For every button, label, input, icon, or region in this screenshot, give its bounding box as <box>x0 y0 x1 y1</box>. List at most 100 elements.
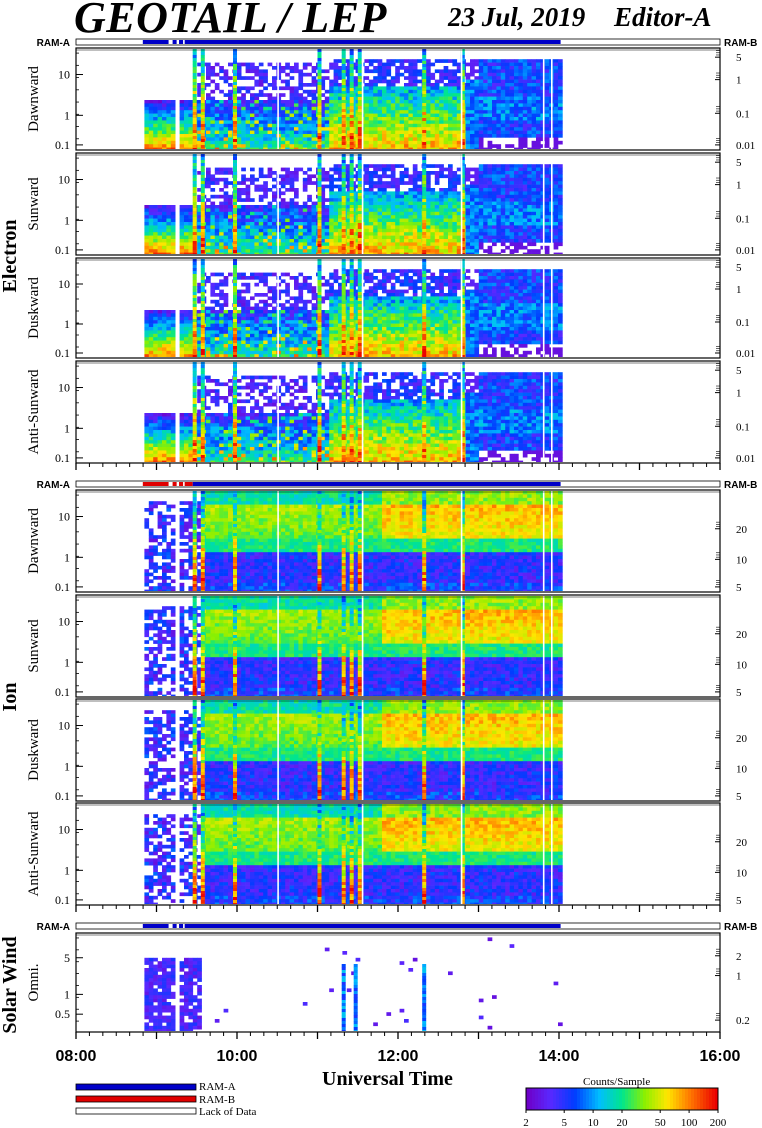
colorbar-cell <box>706 1088 710 1110</box>
right-tick-label: 5 <box>736 262 742 274</box>
colorbar-cell <box>556 1088 560 1110</box>
x-tick-label: 12:00 <box>378 1048 419 1065</box>
colorbar-cell <box>679 1088 683 1110</box>
right-tick-label: 0.1 <box>736 213 750 225</box>
colorbar-cell <box>703 1088 707 1110</box>
left-tick-label: 0.5 <box>55 1007 70 1021</box>
heatmap-2 <box>144 259 563 357</box>
right-tick-label: 1 <box>736 75 742 87</box>
colorbar-cell <box>568 1088 572 1110</box>
group-label: Ion <box>0 683 21 712</box>
heatmap-0 <box>144 49 563 149</box>
left-tick-label: 1 <box>64 863 70 877</box>
left-tick-label: 1 <box>64 550 70 564</box>
right-tick-label: 20 <box>736 524 748 536</box>
right-tick-label: 10 <box>736 867 748 879</box>
colorbar-tick-label: 5 <box>561 1117 567 1128</box>
left-tick-label: 0.1 <box>55 346 70 360</box>
left-tick-label: 0.1 <box>55 789 70 803</box>
colorbar-cell <box>655 1088 659 1110</box>
colorbar-cell <box>649 1088 653 1110</box>
left-tick-label: 10 <box>58 615 70 629</box>
right-tick-label: 10 <box>736 554 748 566</box>
colorbar-cell <box>670 1088 674 1110</box>
colorbar-cell <box>580 1088 584 1110</box>
colorbar-cell <box>715 1088 719 1110</box>
colorbar-tick-label: 20 <box>617 1117 629 1128</box>
heatmap-8 <box>144 937 563 1031</box>
ram-segment <box>172 40 177 44</box>
left-tick-label: 10 <box>58 719 70 733</box>
left-tick-label: 5 <box>64 951 70 965</box>
colorbar-cell <box>583 1088 587 1110</box>
colorbar-cell <box>595 1088 599 1110</box>
right-tick-label: 5 <box>736 895 742 907</box>
colorbar-cell <box>628 1088 632 1110</box>
left-tick-label: 0.1 <box>55 451 70 465</box>
right-tick-label: 0.1 <box>736 108 750 120</box>
heatmap-7 <box>144 804 563 904</box>
right-tick-label: 10 <box>736 763 748 775</box>
right-tick-label: 20 <box>736 837 748 849</box>
colorbar-cell <box>553 1088 557 1110</box>
x-tick-label: 08:00 <box>56 1048 97 1065</box>
ram-a-label: RAM-A <box>37 480 70 491</box>
colorbar-cell <box>631 1088 635 1110</box>
colorbar-cell <box>634 1088 638 1110</box>
right-tick-label: 5 <box>736 791 742 803</box>
right-tick-label: 5 <box>736 52 742 64</box>
colorbar-cell <box>664 1088 668 1110</box>
left-tick-label: 0.1 <box>55 685 70 699</box>
left-tick-label: 10 <box>58 381 70 395</box>
colorbar-cell <box>637 1088 641 1110</box>
group-label: Solar Wind <box>0 936 21 1033</box>
colorbar-cell <box>601 1088 605 1110</box>
legend-label-lack-of-data: Lack of Data <box>199 1106 256 1118</box>
right-tick-label: 10 <box>736 659 748 671</box>
left-tick-label: 10 <box>58 277 70 291</box>
panel-frame <box>75 594 721 698</box>
ram-segment <box>184 482 193 486</box>
left-tick-label: 10 <box>58 510 70 524</box>
right-tick-label: 0.01 <box>736 348 755 360</box>
colorbar-cell <box>571 1088 575 1110</box>
right-tick-label: 20 <box>736 733 748 745</box>
right-tick-label: 5 <box>736 365 742 377</box>
x-tick-label: 14:00 <box>539 1048 580 1065</box>
colorbar-cell <box>685 1088 689 1110</box>
panel-label: Sunward <box>26 177 42 231</box>
right-tick-label: 0.01 <box>736 140 755 152</box>
x-axis-title: Universal Time <box>322 1068 453 1091</box>
ram-segment <box>179 40 184 44</box>
left-tick-label: 1 <box>64 655 70 669</box>
legend-swatch <box>75 1083 197 1091</box>
editor-label: Editor-A <box>614 2 712 33</box>
x-tick-label: 16:00 <box>700 1048 741 1065</box>
colorbar-cell <box>544 1088 548 1110</box>
colorbar-cell <box>559 1088 563 1110</box>
left-tick-label: 10 <box>58 823 70 837</box>
heatmap-4 <box>144 491 563 591</box>
left-tick-label: 1 <box>64 987 70 1001</box>
colorbar-cell <box>688 1088 692 1110</box>
panel-label: Anti-Sunward <box>26 811 42 896</box>
left-tick-label: 1 <box>64 213 70 227</box>
colorbar-cell <box>619 1088 623 1110</box>
colorbar-cell <box>613 1088 617 1110</box>
colorbar-cell <box>673 1088 677 1110</box>
colorbar-cell <box>658 1088 662 1110</box>
colorbar-cell <box>694 1088 698 1110</box>
ram-segment <box>142 924 169 928</box>
colorbar-cell <box>616 1088 620 1110</box>
colorbar-title: Counts/Sample <box>583 1076 650 1088</box>
panel-frame <box>75 489 721 593</box>
colorbar-cell <box>589 1088 593 1110</box>
heatmap-1 <box>144 154 563 254</box>
panel-label: Duskward <box>26 277 42 339</box>
panel-label: Sunward <box>26 619 42 673</box>
colorbar-cell <box>625 1088 629 1110</box>
colorbar-tick-label: 50 <box>655 1117 667 1128</box>
left-tick-label: 10 <box>58 68 70 82</box>
panel-frame <box>75 152 721 256</box>
